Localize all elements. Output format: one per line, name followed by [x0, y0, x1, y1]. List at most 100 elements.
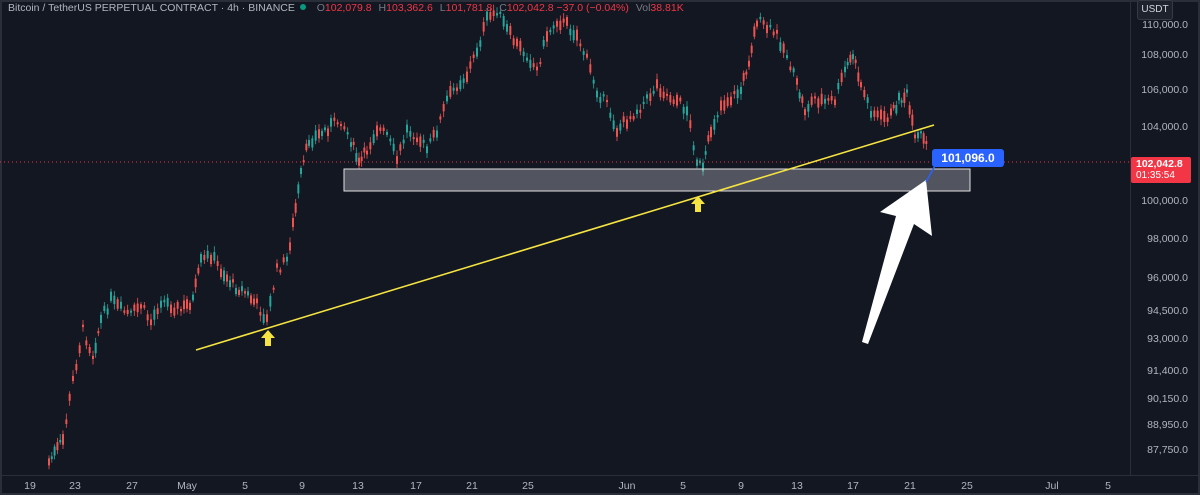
candle-body: [662, 91, 665, 99]
candle-body: [250, 295, 252, 304]
price-tick-label: 88,950.0: [1147, 419, 1188, 431]
candle-body: [804, 109, 806, 116]
candle-body: [143, 305, 146, 308]
candle-body: [659, 88, 662, 98]
candle-body: [748, 60, 750, 67]
price-tick-label: 98,000.0: [1147, 233, 1188, 245]
price-scale[interactable]: 110,000.0 108,000.0 106,000.0 104,000.0 100,…: [1130, 0, 1200, 475]
pointer-arrow: [862, 180, 932, 344]
candle-body: [903, 92, 906, 103]
candle-body: [216, 261, 219, 266]
candle-body: [669, 95, 672, 103]
time-tick-label: 5: [1105, 480, 1111, 492]
candle-body: [870, 111, 872, 118]
close-value: 102,042.8: [506, 2, 554, 14]
candle-body: [710, 126, 712, 138]
candle-body: [512, 38, 515, 46]
candle-body: [472, 54, 475, 58]
candle-body: [782, 43, 785, 53]
candle-body: [489, 12, 492, 20]
candle-body: [546, 31, 548, 42]
candle-body: [432, 129, 435, 138]
candle-body: [482, 22, 485, 32]
candle-body: [636, 109, 638, 115]
candle-body: [536, 66, 538, 71]
candle-body: [106, 308, 109, 315]
candle-body: [100, 314, 102, 324]
candle-body: [396, 156, 398, 164]
candle-body: [582, 51, 585, 55]
candle-body: [192, 294, 194, 301]
time-tick-label: 9: [299, 480, 305, 492]
candle-body: [194, 278, 197, 288]
candle-body: [276, 263, 278, 268]
candle-body: [92, 355, 94, 360]
candle-body: [210, 254, 212, 265]
candle-body: [742, 72, 745, 81]
candle-body: [860, 82, 862, 88]
symbol-title[interactable]: Bitcoin / TetherUS PERPETUAL CONTRACT · …: [8, 2, 295, 14]
chart-plot-area[interactable]: Bitcoin / TetherUS PERPETUAL CONTRACT · …: [0, 0, 1130, 475]
candle-body: [442, 104, 445, 112]
candle-body: [469, 61, 472, 69]
candle-body: [692, 145, 695, 151]
currency-button[interactable]: USDT: [1137, 0, 1173, 20]
trendline[interactable]: [195, 124, 935, 351]
candle-body: [346, 132, 349, 135]
candle-body: [324, 127, 326, 131]
candle-body: [419, 136, 422, 147]
candle-body: [399, 144, 402, 151]
candle-body: [632, 116, 635, 120]
time-tick-label: 25: [522, 480, 534, 492]
candle-body: [759, 16, 762, 20]
candle-body: [766, 25, 768, 34]
candle-body: [602, 94, 605, 97]
candle-body: [170, 304, 172, 314]
candle-body: [596, 90, 598, 98]
candle-body: [499, 11, 502, 14]
candle-body: [609, 112, 612, 118]
support-zone[interactable]: [343, 168, 971, 192]
candle-body: [426, 146, 428, 154]
price-chart[interactable]: [0, 0, 1130, 475]
candle-body: [925, 141, 928, 144]
candle-body: [294, 203, 297, 213]
candle-body: [642, 101, 645, 105]
candle-body: [720, 100, 722, 111]
candle-body: [895, 105, 898, 114]
candle-body: [50, 456, 53, 460]
candle-body: [366, 150, 368, 155]
candle-body: [259, 311, 262, 316]
volume-value: 38.81K: [650, 2, 684, 14]
candle-body: [321, 130, 323, 136]
candle-body: [272, 287, 275, 290]
candle-body: [244, 291, 246, 294]
candle-body: [327, 128, 329, 137]
price-annotation-label[interactable]: 101,096.0: [932, 149, 1004, 167]
candle-body: [459, 80, 462, 90]
candle-body: [666, 93, 668, 96]
candle-body: [318, 129, 320, 139]
candle-body: [150, 319, 152, 326]
price-tick-label: 108,000.0: [1141, 49, 1188, 61]
candle-body: [247, 291, 249, 296]
candle-body: [796, 78, 798, 85]
candle-body: [308, 139, 310, 146]
time-scale[interactable]: 19 23 27 May 5 9 13 17 21 25 Jun 5 9 13 17 21 25 Jul 5: [0, 475, 1200, 495]
time-tick-label: 27: [126, 480, 138, 492]
candle-body: [886, 117, 889, 122]
candle-body: [223, 270, 225, 282]
candle-body: [723, 100, 726, 111]
candle-body: [592, 79, 595, 84]
candle-body: [572, 30, 575, 41]
candle-body: [220, 268, 222, 278]
candle-body: [186, 299, 188, 309]
candle-body: [476, 47, 478, 57]
candle-body: [113, 295, 116, 305]
price-tick-label: 100,000.0: [1141, 195, 1188, 207]
candle-body: [305, 143, 308, 151]
candle-body: [302, 160, 305, 163]
candle-body: [163, 299, 166, 303]
candle-body: [716, 115, 719, 118]
candle-body: [369, 142, 372, 150]
